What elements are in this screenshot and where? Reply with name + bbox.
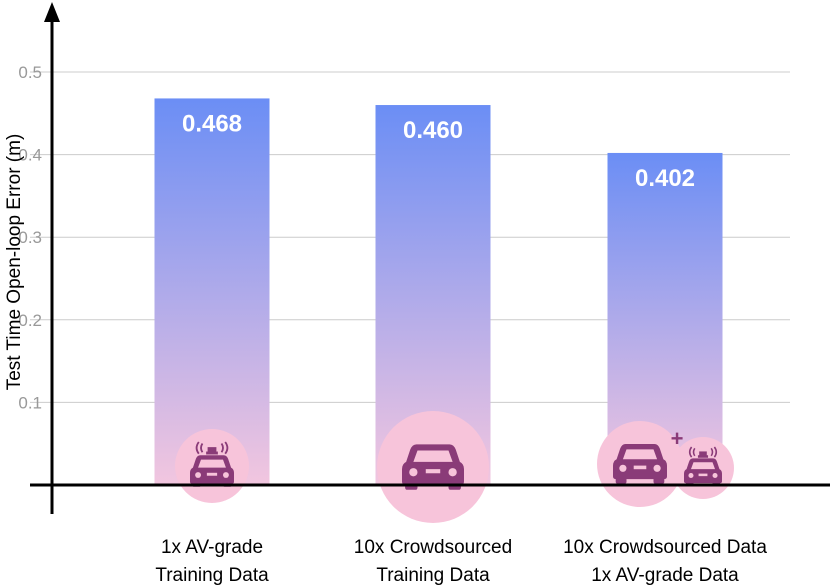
x-category-label: 1x AV-grade Data — [591, 565, 739, 586]
car-icon — [377, 411, 489, 523]
y-tick-label: 0.3 — [18, 228, 42, 247]
y-tick-label: 0.5 — [18, 63, 42, 82]
x-category-label: 1x AV-grade — [161, 537, 263, 558]
x-category-label: Training Data — [155, 565, 269, 586]
y-axis-arrow — [44, 2, 60, 22]
y-tick-labels: 0.1 0.2 0.3 0.4 0.5 — [18, 63, 42, 412]
axes — [30, 2, 830, 514]
y-tick-label: 0.1 — [18, 393, 42, 412]
x-category-label: Training Data — [376, 565, 490, 586]
bar-value-label: 0.468 — [182, 110, 242, 137]
y-axis-label: Test Time Open-loop Error (m) — [4, 134, 25, 391]
x-category-label: 10x Crowdsourced Data — [563, 537, 767, 558]
bar-value-label: 0.402 — [635, 165, 695, 192]
y-tick-label: 0.2 — [18, 311, 42, 330]
av-car-icon — [175, 429, 249, 503]
bar-value-label: 0.460 — [403, 117, 463, 144]
plus-icon: + — [671, 426, 684, 451]
x-category-labels: 1x AV-grade Training Data 10x Crowdsourced… — [155, 537, 767, 586]
y-tick-label: 0.4 — [18, 146, 42, 165]
x-category-label: 10x Crowdsourced — [354, 537, 512, 558]
bar — [154, 98, 270, 485]
